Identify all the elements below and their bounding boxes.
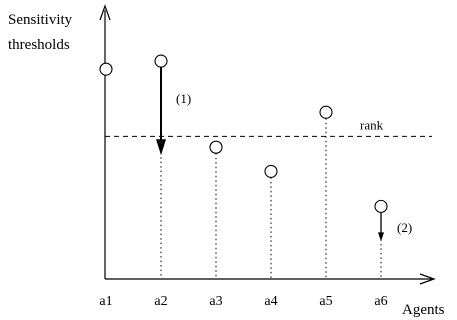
arrow-label-a6: (2)	[397, 220, 412, 235]
marker-a6	[374, 199, 388, 213]
marker-a1	[99, 62, 113, 76]
tick-label-a4: a4	[264, 294, 277, 309]
marker-a4	[264, 164, 278, 178]
rank-label: rank	[360, 117, 384, 132]
x-axis-label: Agents	[402, 302, 445, 318]
marker-a2	[154, 54, 168, 68]
marker-a3	[209, 140, 223, 154]
arrow-head-a2	[156, 139, 166, 156]
y-axis-label-line2: thresholds	[8, 37, 70, 53]
tick-label-a5: a5	[319, 294, 332, 309]
x-axis-arrowhead	[419, 273, 436, 285]
agent-tick-labels: a1 a2 a3 a4 a5 a6	[99, 294, 387, 309]
adjustment-arrows: (1) (2)	[156, 67, 412, 242]
threshold-markers	[99, 54, 388, 213]
tick-label-a6: a6	[374, 294, 387, 309]
droplines	[160, 67, 382, 279]
arrow-head-a6	[378, 232, 384, 242]
tick-label-a1: a1	[99, 294, 112, 309]
tick-label-a2: a2	[154, 294, 167, 309]
y-axis-label-line1: Sensitivity	[8, 12, 73, 28]
marker-a5	[319, 105, 333, 119]
arrow-label-a2: (1)	[176, 91, 191, 106]
tick-label-a3: a3	[209, 294, 222, 309]
y-axis-arrowhead	[99, 4, 111, 21]
